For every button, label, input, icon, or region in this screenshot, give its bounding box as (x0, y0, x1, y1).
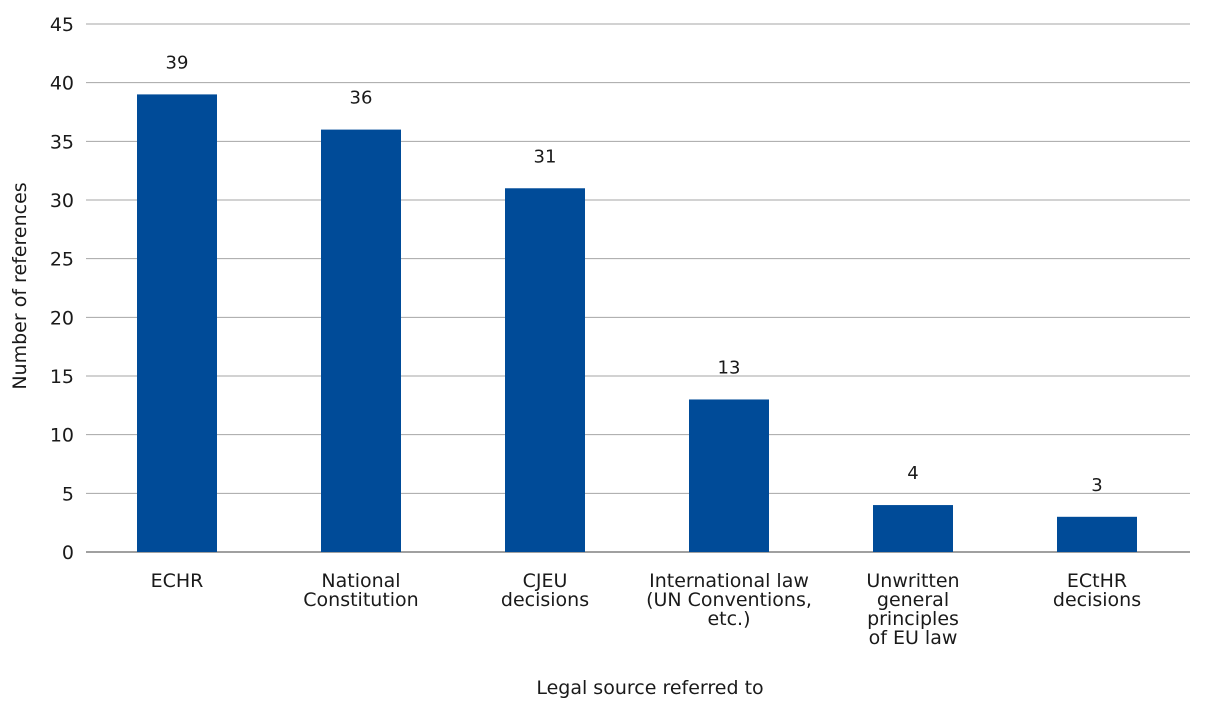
bars (137, 94, 1137, 553)
data-label: 39 (166, 52, 189, 73)
data-label: 31 (534, 146, 557, 167)
y-tick-label: 35 (50, 131, 74, 153)
data-label: 3 (1091, 475, 1102, 496)
data-label: 4 (907, 463, 918, 484)
bar (1057, 516, 1137, 552)
category-labels: ECHR National Constitution CJEU decisions Int… (151, 570, 1141, 649)
bar (137, 94, 217, 553)
y-tick-label: 30 (50, 190, 74, 212)
gridlines (86, 23, 1190, 553)
data-label: 36 (350, 88, 373, 109)
bar (505, 188, 585, 552)
y-tick-label: 10 (50, 425, 74, 447)
category-label: International law (UN Conventions, etc.) (646, 570, 812, 630)
y-tick-label: 5 (62, 483, 74, 505)
category-label: National Constitution (303, 570, 418, 611)
category-label: CJEU decisions (501, 570, 589, 611)
bar (873, 505, 953, 552)
y-tick-labels: 0 5 10 15 20 25 30 35 40 45 (50, 14, 74, 564)
y-tick-label: 45 (50, 14, 74, 36)
y-tick-label: 0 (62, 542, 74, 564)
data-label: 13 (718, 357, 741, 378)
bar (689, 399, 769, 552)
y-tick-label: 40 (50, 73, 74, 95)
data-labels: 39 36 31 13 4 3 (166, 52, 1103, 495)
y-tick-label: 15 (50, 366, 74, 388)
x-axis-title: Legal source referred to (536, 677, 763, 699)
y-axis-title: Number of references (9, 182, 31, 389)
bar (321, 129, 401, 552)
y-tick-label: 25 (50, 249, 74, 271)
category-label: ECtHR decisions (1053, 570, 1141, 611)
y-tick-label: 20 (50, 307, 74, 329)
category-label: ECHR (151, 570, 204, 592)
category-label: Unwritten general principles of EU law (866, 570, 959, 649)
